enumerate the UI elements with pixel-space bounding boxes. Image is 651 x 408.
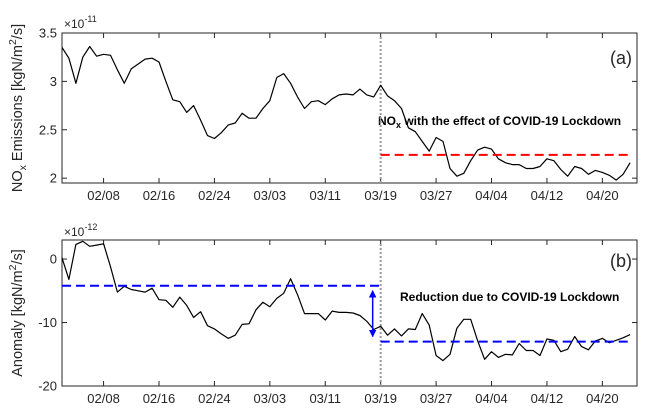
panel-b-xtick-marks xyxy=(103,240,603,386)
xtick-label: 02/24 xyxy=(198,188,231,203)
ytick-label: 2.5 xyxy=(39,122,57,137)
panel-a-exponent: ×10-11 xyxy=(64,14,97,31)
ytick-label: 3 xyxy=(50,74,57,89)
xtick-label: 04/20 xyxy=(586,188,619,203)
xtick-label: 04/12 xyxy=(531,188,564,203)
xtick-label: 03/11 xyxy=(309,391,341,406)
xtick-label: 02/16 xyxy=(143,188,176,203)
panel-a-label: (a) xyxy=(610,48,632,68)
panel-a-xtick-labels: 02/08 02/16 02/24 03/03 03/11 03/19 03/27 04/04… xyxy=(87,188,618,203)
panel-a-annotation: NOx with the effect of COVID-19 Lockdown xyxy=(378,114,621,130)
panel-b-label: (b) xyxy=(610,251,632,271)
panel-a-plot xyxy=(61,37,631,183)
panel-b-exponent: ×10-12 xyxy=(64,222,97,239)
panel-b: -20 -10 0 02/08 02/16 02/24 03/03 03/11 03/19 03… xyxy=(7,222,638,406)
xtick-label: 04/04 xyxy=(475,391,508,406)
panel-b-ytick-marks xyxy=(62,258,637,387)
panel-b-annotation: Reduction due to COVID-19 Lockdown xyxy=(400,290,619,304)
xtick-label: 02/16 xyxy=(143,391,176,406)
xtick-label: 03/27 xyxy=(420,391,453,406)
xtick-label: 03/27 xyxy=(420,188,453,203)
panel-b-ytick-labels: -20 -10 0 xyxy=(38,252,57,394)
panel-a-axes-box xyxy=(61,32,638,184)
xtick-label: 04/12 xyxy=(531,391,564,406)
ytick-label: 0 xyxy=(50,252,57,267)
xtick-label: 04/20 xyxy=(586,391,619,406)
xtick-label: 03/03 xyxy=(254,391,287,406)
xtick-label: 02/08 xyxy=(87,188,120,203)
xtick-label: 02/08 xyxy=(87,391,120,406)
ytick-label: 3.5 xyxy=(39,26,57,41)
xtick-label: 03/19 xyxy=(364,188,397,203)
panel-b-xtick-labels: 02/08 02/16 02/24 03/03 03/11 03/19 03/27 04/04… xyxy=(87,391,618,406)
data-series-line xyxy=(61,240,631,362)
panel-b-y-axis-label: Anomaly [kgN/m2/s] xyxy=(7,249,26,377)
panel-a-xtick-marks xyxy=(103,33,603,183)
xtick-label: 03/19 xyxy=(364,391,397,406)
ytick-label: -10 xyxy=(38,315,57,330)
xtick-label: 02/24 xyxy=(198,391,231,406)
xtick-label: 03/11 xyxy=(309,188,341,203)
xtick-label: 04/04 xyxy=(475,188,508,203)
panel-a: 22.533.5 02/08 02/16 02/24 03/03 03/11 03/19 0… xyxy=(7,14,638,203)
panel-b-plot xyxy=(61,240,631,386)
xtick-label: 03/03 xyxy=(254,188,287,203)
panel-a-y-axis-label: NOx Emissions [kgN/m2/s] xyxy=(7,24,29,192)
data-series-line xyxy=(61,45,631,181)
panel-a-ytick-marks xyxy=(62,32,637,179)
panel-a-ytick-labels: 2 2.5 3 3.5 xyxy=(39,26,57,186)
ytick-label: 2 xyxy=(50,171,57,186)
panel-b-axes-box xyxy=(61,239,638,387)
ytick-label: -20 xyxy=(38,379,57,394)
